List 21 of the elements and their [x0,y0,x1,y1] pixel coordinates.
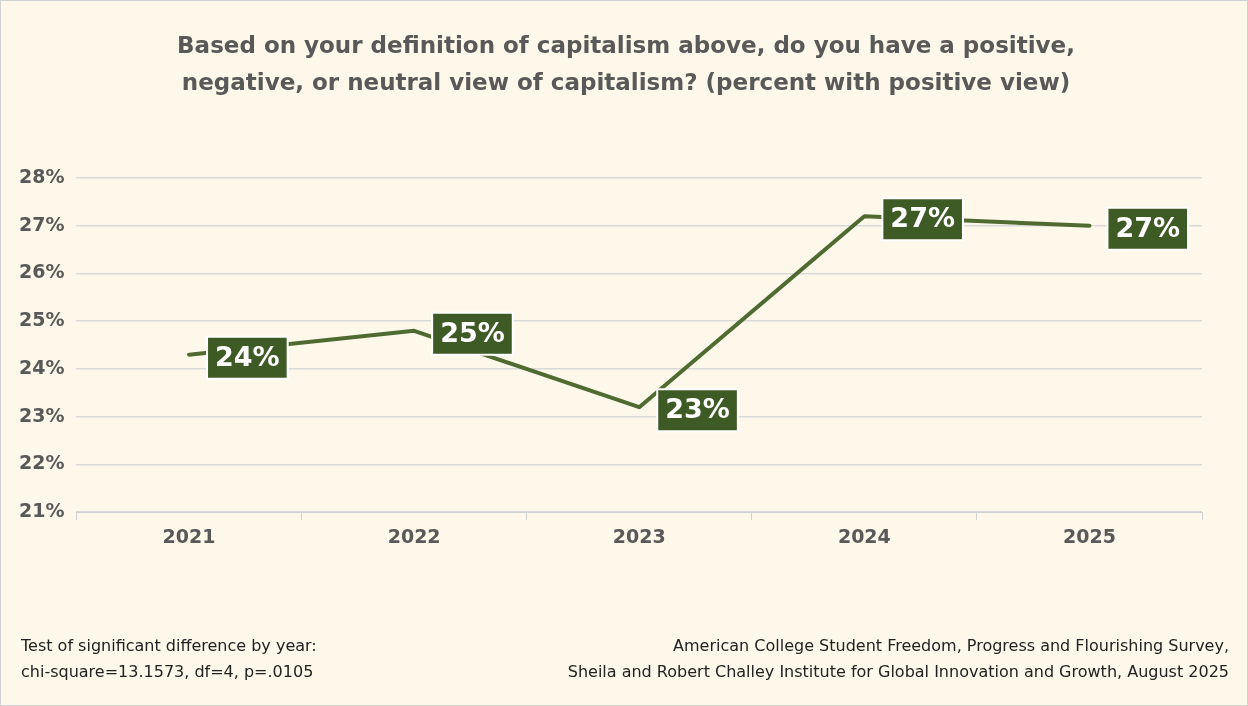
text: Test of significant difference by year: chi-square=13.1573, df=4, p=.0105 [21,635,317,683]
y-tick-label: 24% [18,355,65,378]
x-tick-label: 2021 [162,524,216,547]
x-tick-label: 2023 [612,524,666,547]
data-label: 25% [440,316,505,348]
x-tick-label: 2024 [837,524,891,547]
y-tick-label: 28% [18,164,65,187]
data-label: 23% [665,393,730,425]
y-tick-label: 27% [18,212,65,235]
y-tick-label: 26% [18,260,65,283]
y-tick-label: 25% [18,308,65,331]
x-tick-label: 2022 [387,524,441,547]
x-tick-label: 2025 [1063,524,1116,547]
text: American College Student Freedom, Progress and Flourishing Survey, Sheila and Robert Challey Institute for Global Innovation and Growth, August 2025 [567,635,1229,683]
chart-title: Based on your definition of capitalism above, do you have a positive, negative, or neutral view of capitalism? (percent with positive view) [176,31,1076,97]
y-tick-label: 23% [18,403,65,426]
y-tick-label: 21% [18,499,65,522]
data-label: 27% [1115,211,1181,243]
data-label: 27% [890,202,955,234]
data-label: 24% [215,340,280,372]
y-tick-label: 22% [18,451,65,474]
